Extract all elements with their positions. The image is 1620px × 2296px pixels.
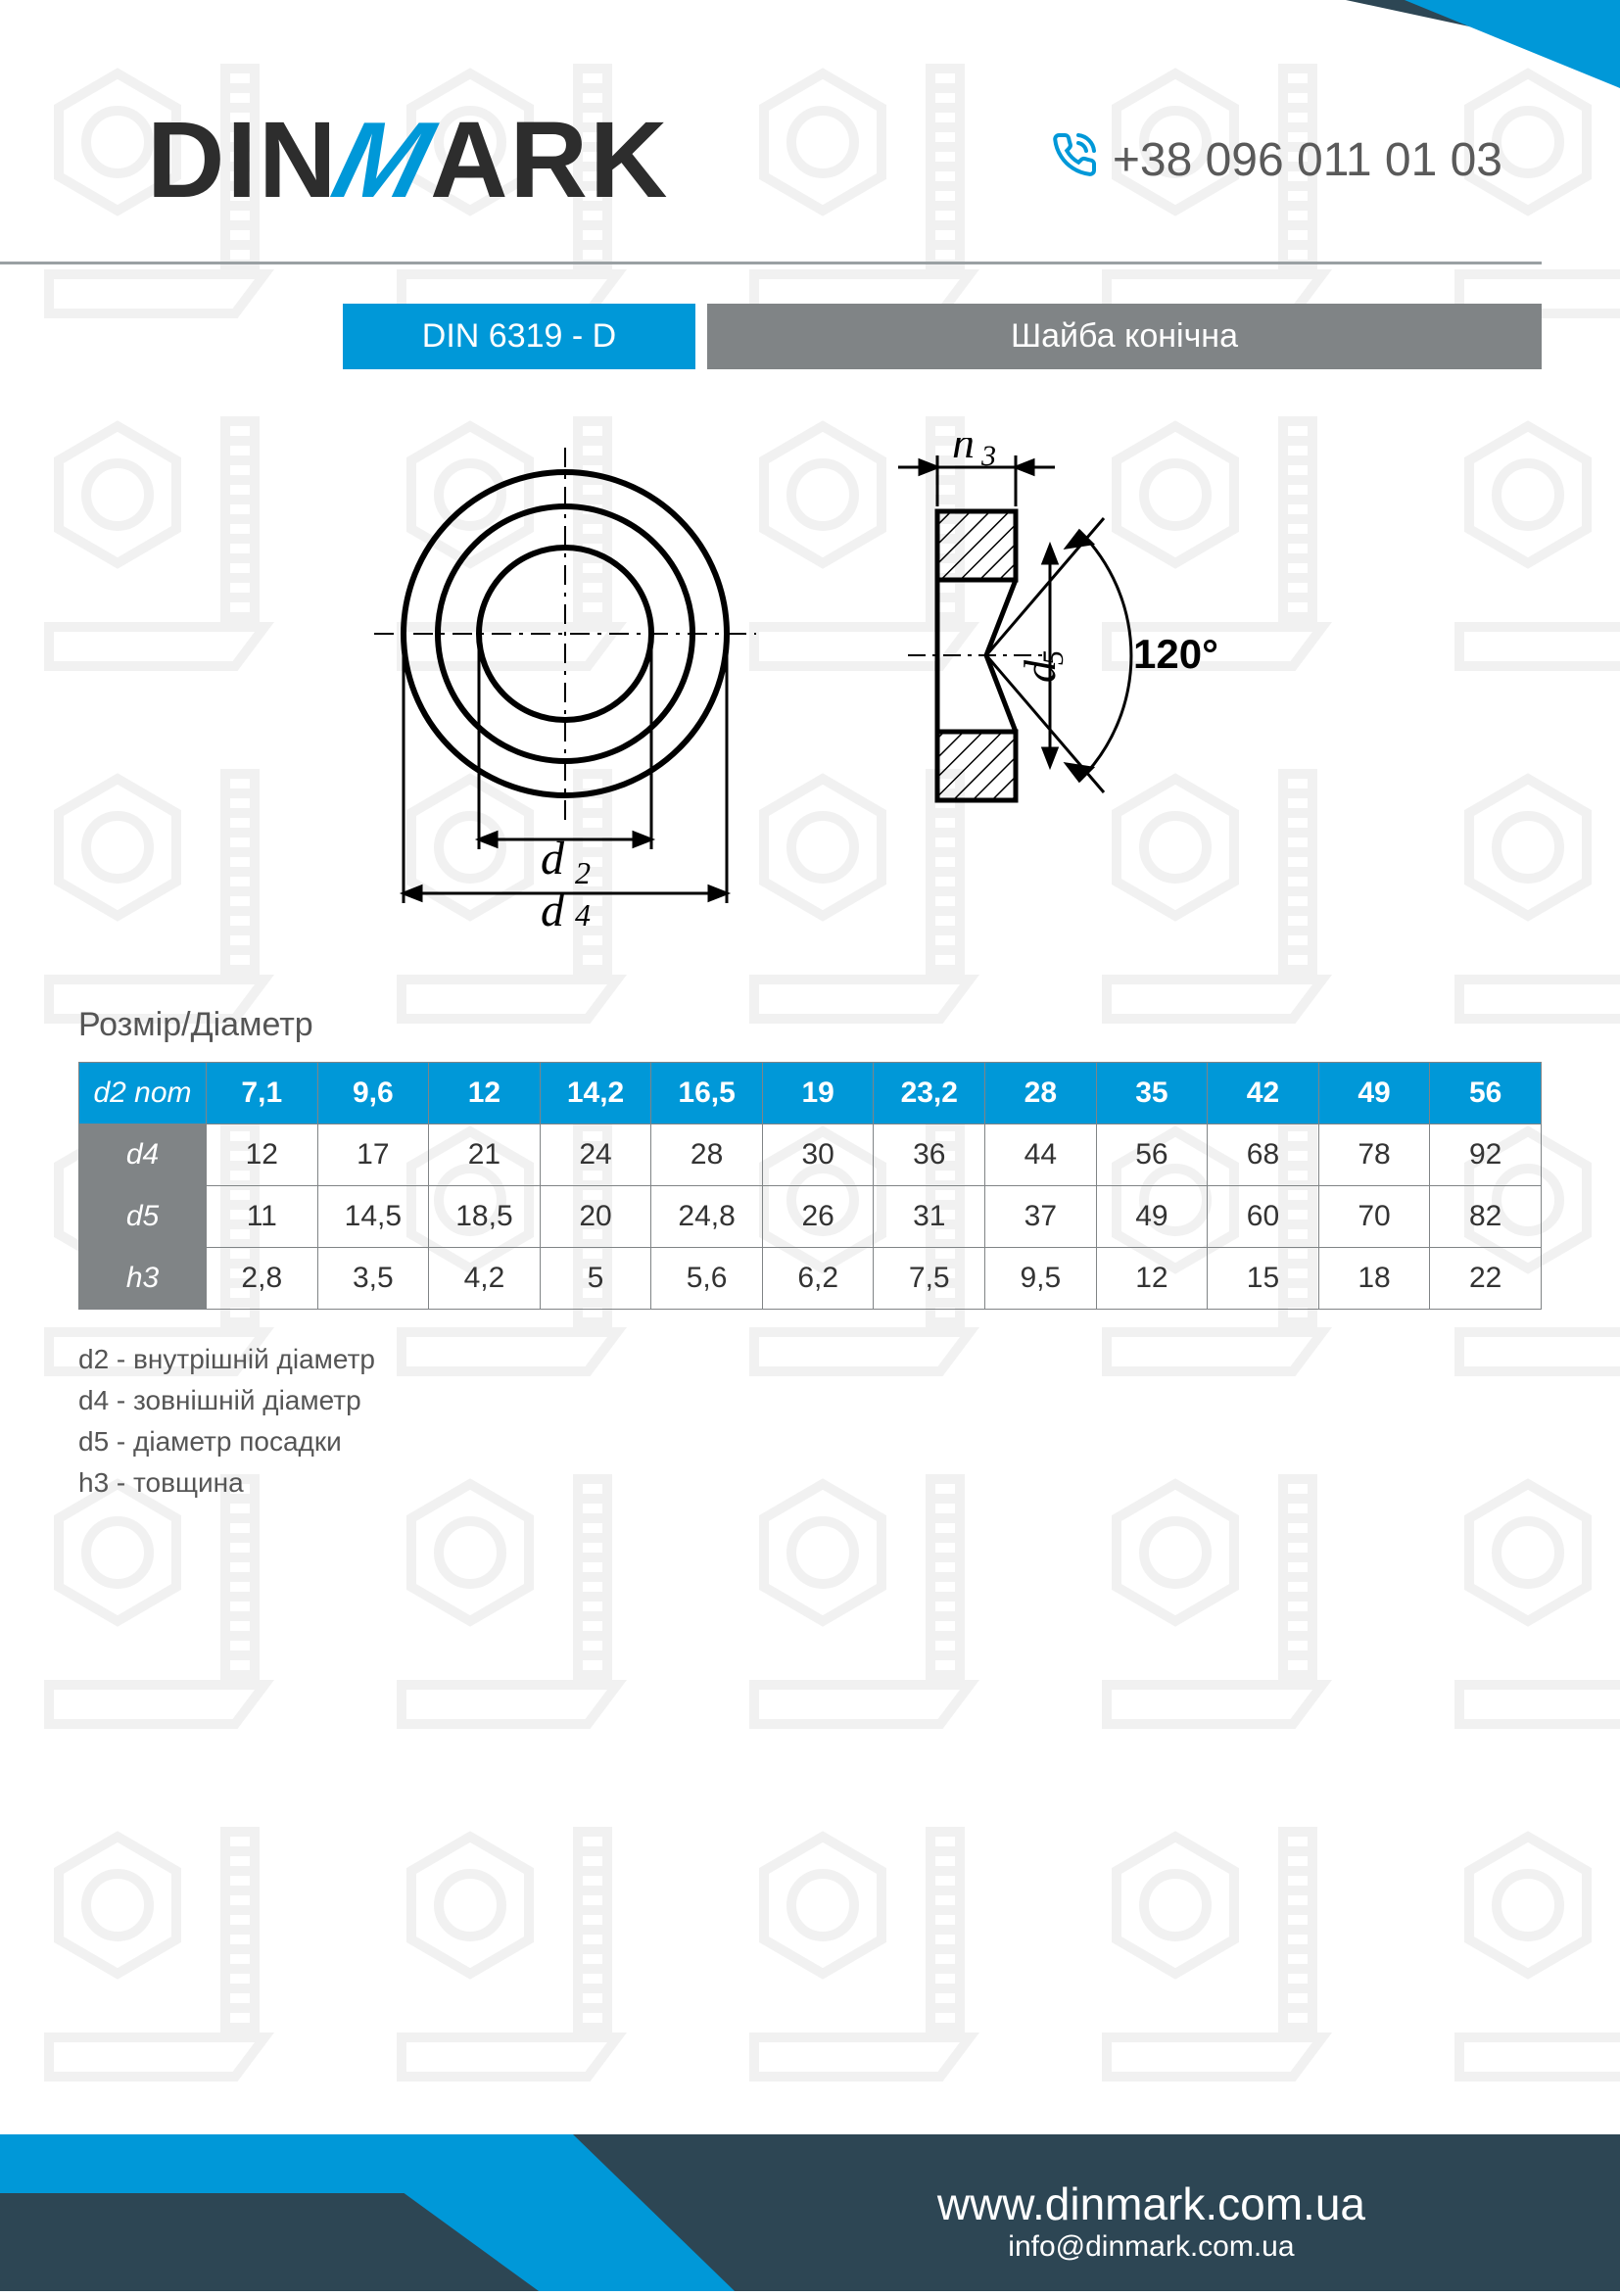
header-corner-blue bbox=[1405, 0, 1620, 88]
legend-line: d5 - діаметр посадки bbox=[78, 1421, 1620, 1462]
table-header-row: d2 nom 7,1 9,6 12 14,2 16,5 19 23,2 28 3… bbox=[79, 1063, 1542, 1124]
legend-line: d2 - внутрішній діаметр bbox=[78, 1339, 1620, 1380]
logo-post: ARK bbox=[430, 100, 669, 220]
standard-code: DIN 6319 - D bbox=[343, 304, 695, 369]
cell: 70 bbox=[1318, 1186, 1430, 1248]
footer: www.dinmark.com.ua info@dinmark.com.ua bbox=[0, 2134, 1620, 2291]
svg-text:d: d bbox=[541, 885, 565, 928]
cell: 26 bbox=[762, 1186, 874, 1248]
cell: 37 bbox=[985, 1186, 1097, 1248]
logo: DINMARK bbox=[147, 98, 669, 222]
footer-website: www.dinmark.com.ua bbox=[937, 2177, 1365, 2230]
col-head: 7,1 bbox=[207, 1063, 318, 1124]
svg-text:h: h bbox=[952, 438, 975, 467]
cell: 5,6 bbox=[651, 1248, 763, 1310]
col-head: 42 bbox=[1208, 1063, 1319, 1124]
logo-pre: DIN bbox=[147, 100, 338, 220]
phone-number: +38 096 011 01 03 bbox=[1113, 133, 1502, 187]
cell: 36 bbox=[874, 1124, 985, 1186]
table-row: d5 11 14,5 18,5 20 24,8 26 31 37 49 60 7… bbox=[79, 1186, 1542, 1248]
cell: 17 bbox=[317, 1124, 429, 1186]
cell: 49 bbox=[1096, 1186, 1208, 1248]
col-head: 23,2 bbox=[874, 1063, 985, 1124]
cell: 12 bbox=[207, 1124, 318, 1186]
cell: 5 bbox=[540, 1248, 651, 1310]
footer-text: www.dinmark.com.ua info@dinmark.com.ua bbox=[937, 2177, 1365, 2264]
col-head: 9,6 bbox=[317, 1063, 429, 1124]
rowhead-d2nom: d2 nom bbox=[79, 1063, 207, 1124]
cell: 14,5 bbox=[317, 1186, 429, 1248]
svg-text:d: d bbox=[541, 833, 565, 885]
cell: 28 bbox=[651, 1124, 763, 1186]
technical-diagram: d 2 d 4 h 3 bbox=[0, 408, 1620, 977]
cell: 15 bbox=[1208, 1248, 1319, 1310]
legend: d2 - внутрішній діаметр d4 - зовнішній д… bbox=[78, 1339, 1620, 1504]
legend-line: h3 - товщина bbox=[78, 1462, 1620, 1504]
col-head: 19 bbox=[762, 1063, 874, 1124]
col-head: 49 bbox=[1318, 1063, 1430, 1124]
cell: 31 bbox=[874, 1186, 985, 1248]
table-row: h3 2,8 3,5 4,2 5 5,6 6,2 7,5 9,5 12 15 1… bbox=[79, 1248, 1542, 1310]
title-band: DIN 6319 - D Шайба конічна bbox=[0, 304, 1542, 369]
cell: 2,8 bbox=[207, 1248, 318, 1310]
cell: 30 bbox=[762, 1124, 874, 1186]
rowhead-h3: h3 bbox=[79, 1248, 207, 1310]
phone: +38 096 011 01 03 bbox=[1051, 131, 1502, 189]
col-head: 16,5 bbox=[651, 1063, 763, 1124]
svg-text:5: 5 bbox=[1037, 650, 1070, 665]
cell: 24 bbox=[540, 1124, 651, 1186]
cell: 22 bbox=[1430, 1248, 1542, 1310]
cell: 21 bbox=[429, 1124, 541, 1186]
cell: 9,5 bbox=[985, 1248, 1097, 1310]
svg-text:4: 4 bbox=[575, 897, 591, 928]
rowhead-d5: d5 bbox=[79, 1186, 207, 1248]
col-head: 12 bbox=[429, 1063, 541, 1124]
cell: 7,5 bbox=[874, 1248, 985, 1310]
legend-line: d4 - зовнішній діаметр bbox=[78, 1380, 1620, 1421]
footer-email: info@dinmark.com.ua bbox=[937, 2230, 1365, 2264]
cell: 12 bbox=[1096, 1248, 1208, 1310]
cell: 18 bbox=[1318, 1248, 1430, 1310]
col-head: 14,2 bbox=[540, 1063, 651, 1124]
col-head: 28 bbox=[985, 1063, 1097, 1124]
cell: 6,2 bbox=[762, 1248, 874, 1310]
cell: 11 bbox=[207, 1186, 318, 1248]
svg-text:2: 2 bbox=[575, 855, 591, 890]
cell: 56 bbox=[1096, 1124, 1208, 1186]
cell: 18,5 bbox=[429, 1186, 541, 1248]
logo-mid: M bbox=[321, 98, 447, 222]
table-row: d4 12 17 21 24 28 30 36 44 56 68 78 92 bbox=[79, 1124, 1542, 1186]
svg-text:120°: 120° bbox=[1133, 631, 1218, 677]
col-head: 35 bbox=[1096, 1063, 1208, 1124]
header: DINMARK +38 096 011 01 03 bbox=[0, 0, 1620, 262]
col-head: 56 bbox=[1430, 1063, 1542, 1124]
cell: 3,5 bbox=[317, 1248, 429, 1310]
cell: 24,8 bbox=[651, 1186, 763, 1248]
cell: 68 bbox=[1208, 1124, 1319, 1186]
rowhead-d4: d4 bbox=[79, 1124, 207, 1186]
cell: 44 bbox=[985, 1124, 1097, 1186]
svg-text:3: 3 bbox=[980, 440, 996, 472]
cell: 78 bbox=[1318, 1124, 1430, 1186]
table-caption: Розмір/Діаметр bbox=[78, 1006, 1620, 1044]
cell: 92 bbox=[1430, 1124, 1542, 1186]
cell: 20 bbox=[540, 1186, 651, 1248]
cell: 60 bbox=[1208, 1186, 1319, 1248]
cell: 4,2 bbox=[429, 1248, 541, 1310]
cell: 82 bbox=[1430, 1186, 1542, 1248]
phone-icon bbox=[1051, 131, 1098, 189]
spec-table: d2 nom 7,1 9,6 12 14,2 16,5 19 23,2 28 3… bbox=[78, 1062, 1542, 1310]
product-name: Шайба конічна bbox=[707, 304, 1542, 369]
header-divider bbox=[0, 262, 1542, 264]
